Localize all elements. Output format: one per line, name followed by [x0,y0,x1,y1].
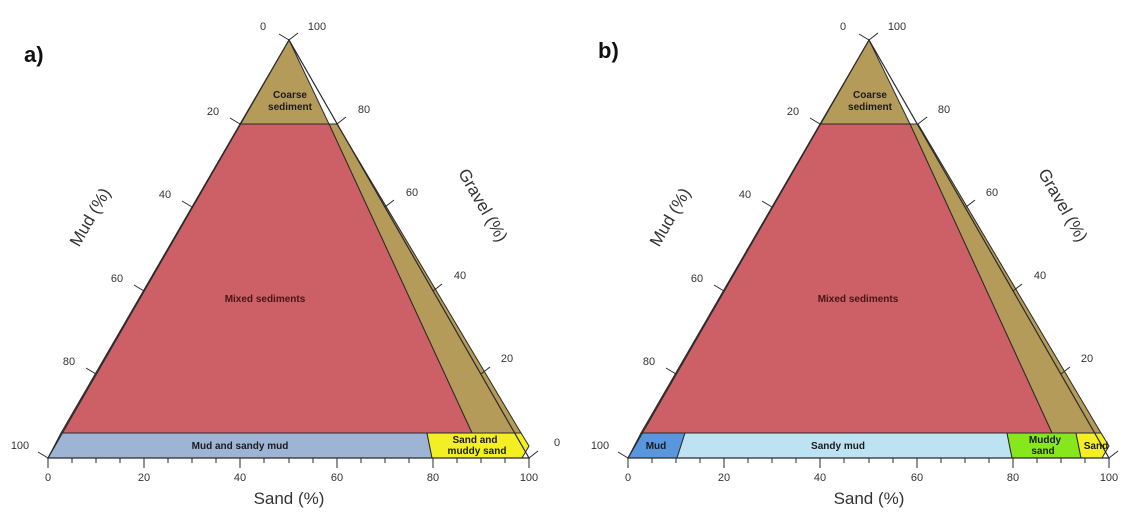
mud-tick-label: 100 [591,440,609,452]
panel-label: b) [598,38,619,63]
sand-tick-label: 0 [45,472,51,484]
gravel-axis-ticks [868,32,1119,459]
mud-tick-label: 100 [11,440,29,452]
sand-tick-label: 20 [138,472,150,484]
sand-tick-label: 60 [331,472,343,484]
gravel-tick-label: 40 [1034,270,1046,282]
panel-label: a) [24,42,44,67]
gravel-tick-label: 100 [888,21,906,33]
gravel-tick-label: 40 [454,270,466,282]
sand-tick-label: 100 [1100,472,1118,484]
sand-tick-label: 80 [1007,472,1019,484]
region-label-coarse-line1: Coarse [273,90,307,101]
gravel-axis-ticks [288,32,539,459]
gravel-tick-label: 60 [406,187,418,199]
region-label-sand-muddy-line1: Sand and [452,435,497,446]
sand-axis-ticks [627,458,1110,468]
mud-tick-label: 40 [739,189,751,201]
region-label-coarse-line1: Coarse [853,90,887,101]
mud-axis-ticks [37,33,290,459]
sand-axis-title: Sand (%) [254,489,325,508]
mud-tick-label: 80 [63,356,75,368]
sand-tick-label: 60 [911,472,923,484]
mud-axis-title: Mud (%) [66,185,115,250]
gravel-axis-title: Gravel (%) [454,165,511,245]
gravel-tick-label: 60 [986,187,998,199]
region-label-mixed: Mixed sediments [225,294,306,305]
gravel-tick-label: 80 [358,104,370,116]
gravel-tick-label: 20 [501,353,513,365]
region-label-mud: Mud [646,441,667,452]
sand-tick-label: 80 [427,472,439,484]
region-label-sandy-mud: Sandy mud [811,441,865,452]
region-label-muddy-sand-line1: Muddy [1029,435,1062,446]
mud-axis-ticks [617,33,870,459]
sand-tick-label: 20 [718,472,730,484]
sand-axis-minor-ticks [71,458,506,463]
sand-tick-label: 0 [625,472,631,484]
mud-tick-label: 60 [691,273,703,285]
region-label-sand: Sand [1084,441,1108,452]
mud-axis-title: Mud (%) [646,185,695,250]
panel-b: b) Coarse sediment Mixed sediments Mud S… [591,21,1119,508]
sand-tick-label: 40 [234,472,246,484]
region-label-muddy-sand-line2: sand [1031,446,1054,457]
sand-axis-title: Sand (%) [834,489,905,508]
region-label-sand-muddy-line2: muddy sand [448,446,507,457]
sand-tick-label: 40 [814,472,826,484]
mud-tick-label: 80 [643,356,655,368]
region-label-coarse-line2: sediment [268,102,313,113]
region-label-mixed: Mixed sediments [818,294,899,305]
sand-axis-ticks [47,458,530,468]
region-label-mud-sandy-mud: Mud and sandy mud [192,441,289,452]
sand-axis-minor-ticks [651,458,1086,463]
mud-tick-label: 20 [207,106,219,118]
mud-tick-label: 0 [840,21,846,33]
gravel-tick-label: 100 [308,21,326,33]
region-label-coarse-line2: sediment [848,102,893,113]
gravel-axis-title: Gravel (%) [1034,165,1091,245]
gravel-tick-label: 0 [554,437,560,449]
panel-a: a) Coarse sediment Mixed sediments Mud a… [11,21,560,508]
mud-tick-label: 60 [111,273,123,285]
mud-tick-label: 40 [159,189,171,201]
mud-tick-label: 20 [787,106,799,118]
mud-tick-label: 0 [260,21,266,33]
sand-tick-label: 100 [520,472,538,484]
gravel-tick-label: 80 [938,104,950,116]
gravel-tick-label: 20 [1081,353,1093,365]
